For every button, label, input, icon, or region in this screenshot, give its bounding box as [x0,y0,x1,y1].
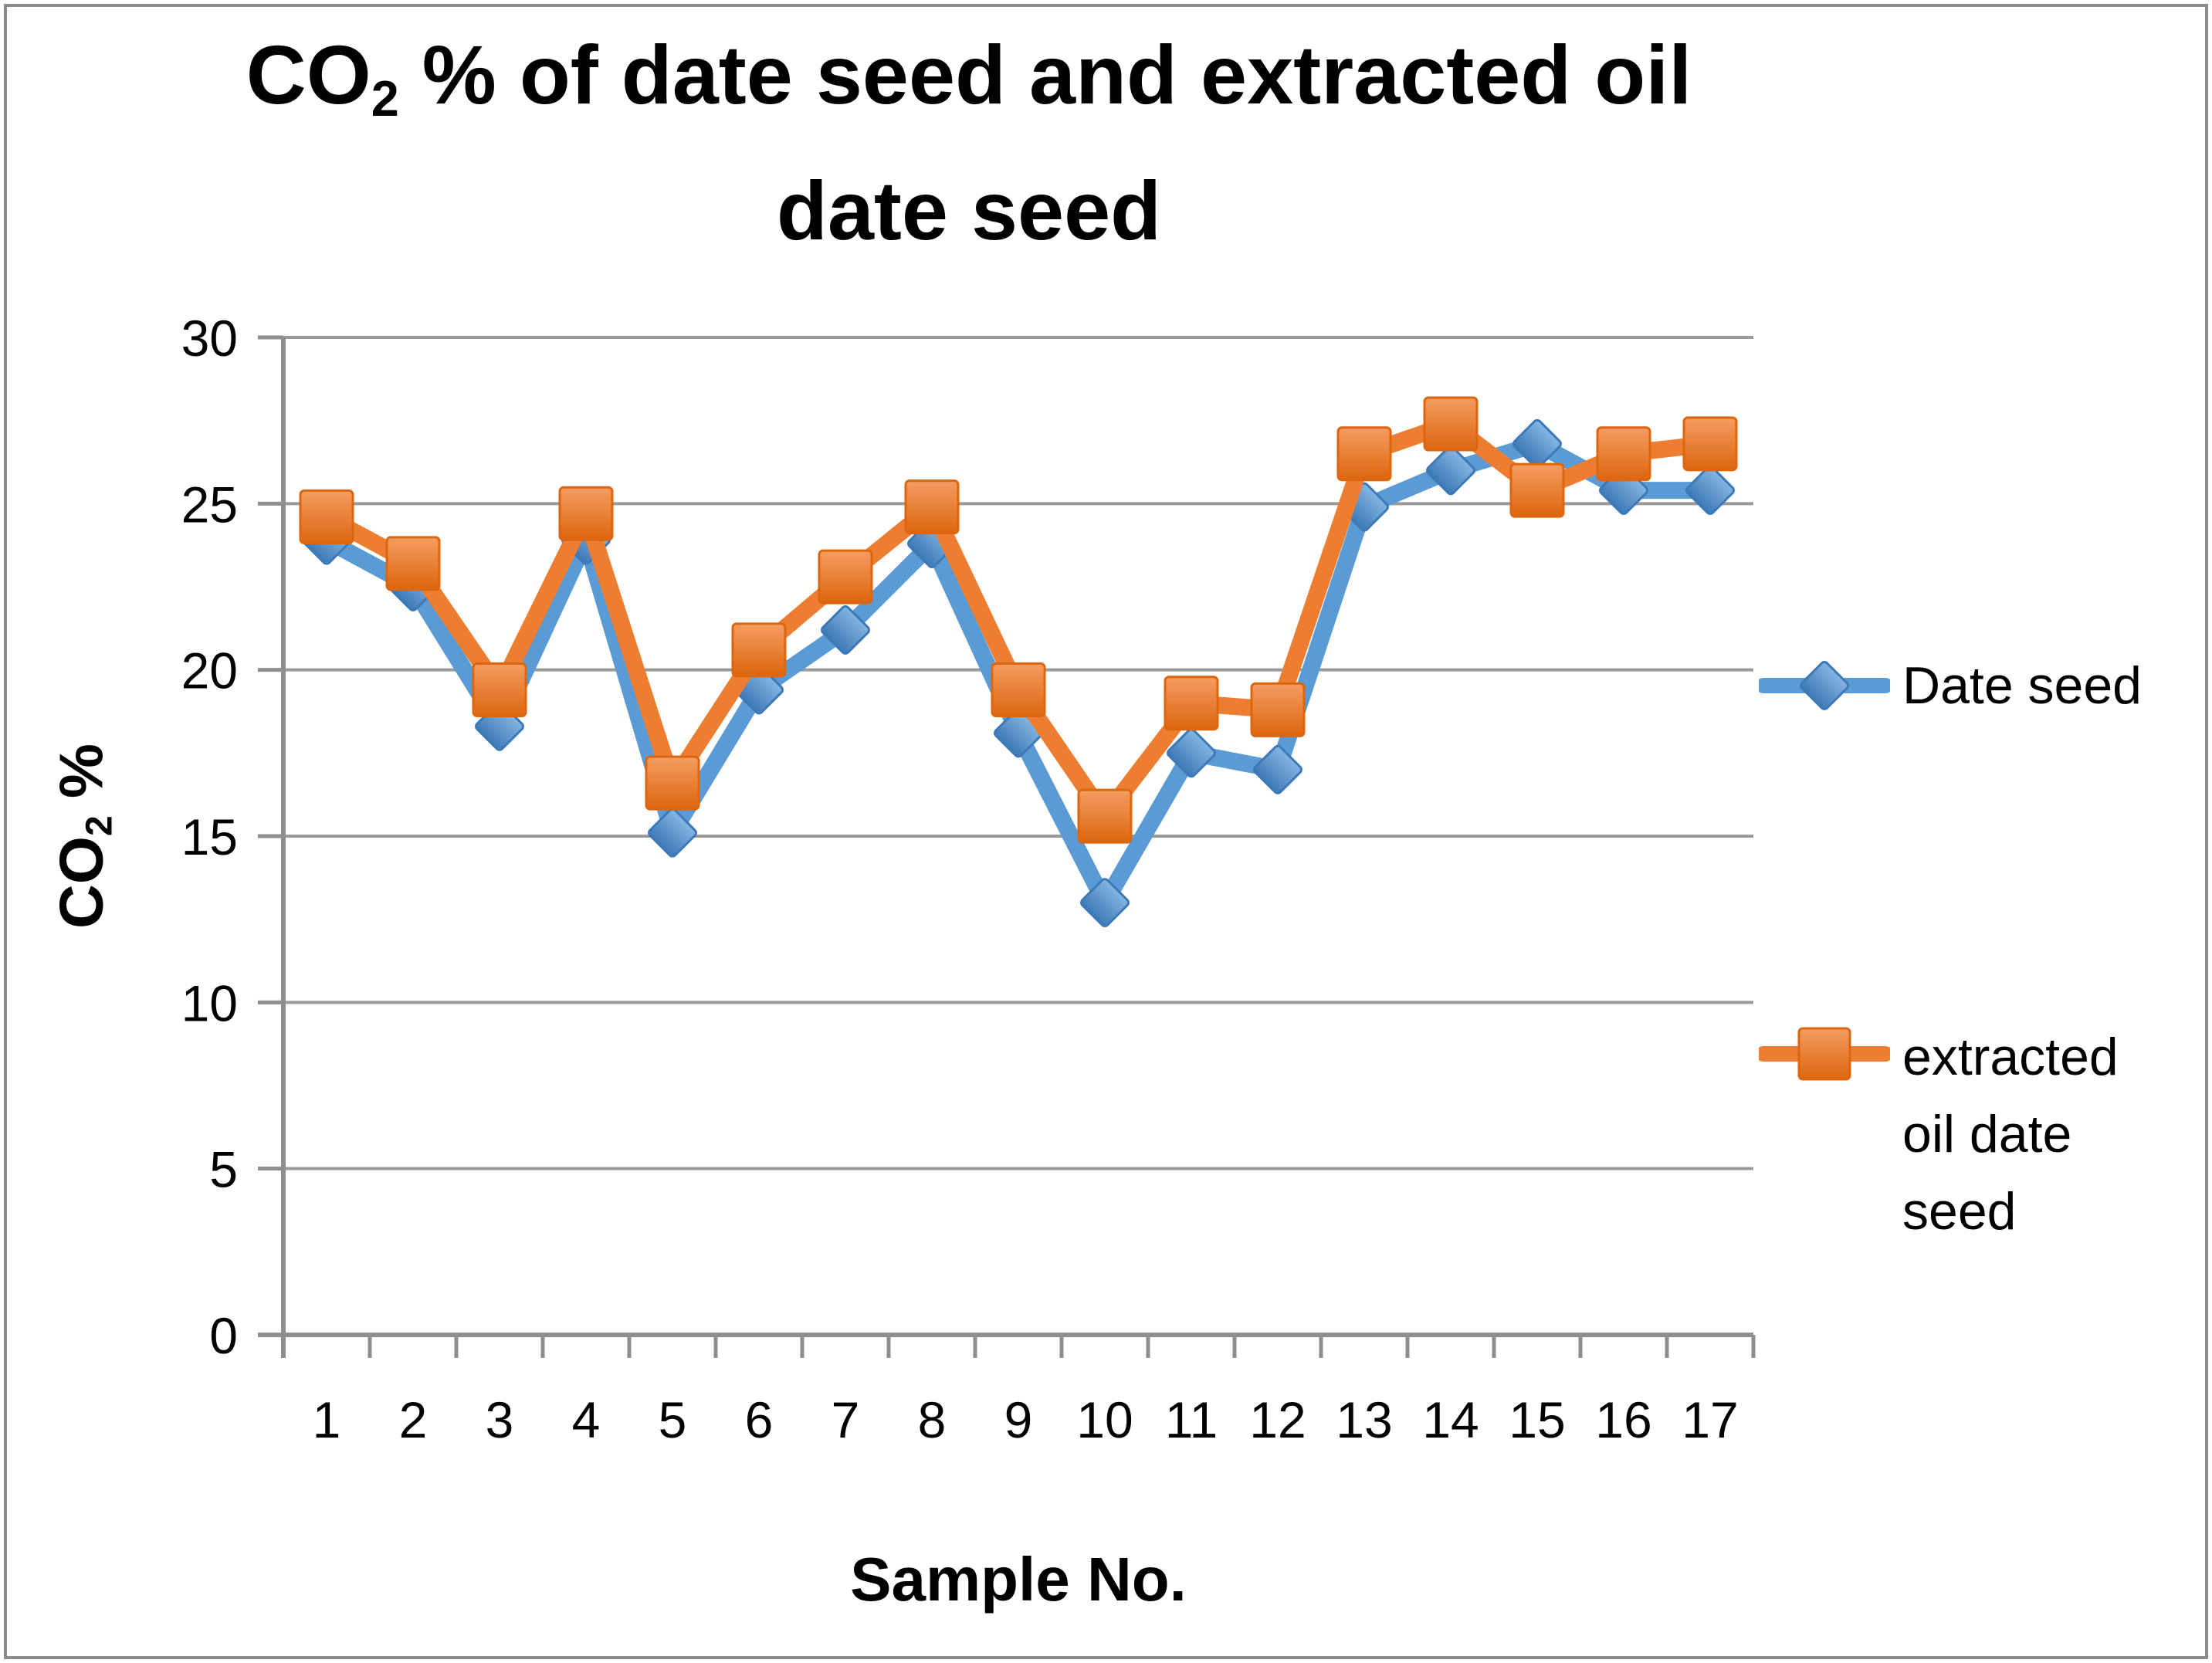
marker-square [1596,426,1651,482]
x-tick-labels: 1 2 3 4 5 6 7 8 9 10 11 12 13 14 15 16 17 [313,1391,1739,1448]
x-axis-title: Sample No. [850,1545,1187,1614]
marker-diamond [1426,445,1475,496]
marker-square [1682,416,1738,472]
chart-border [4,4,2208,1659]
marker-square [1423,396,1479,452]
x-tick-label: 13 [1336,1391,1392,1448]
marker-square [645,755,700,811]
legend-label-extracted-oil: extracted oil date seed [1902,1028,2119,1241]
x-tick-label: 3 [486,1391,514,1448]
marker-square [731,622,787,678]
chart-title-line2: date seed [776,164,1162,258]
x-tick-label: 12 [1249,1391,1306,1448]
y-tick-label: 15 [181,808,238,865]
marker-diamond [1685,466,1735,516]
marker-square [1336,426,1392,482]
legend-entry-date-seed: Date seed [1759,639,2142,732]
legend-entry-extracted-oil: extracted oil date seed [1759,1008,2157,1250]
legend-marker-date-seed [1759,661,1890,710]
x-tick-label: 7 [832,1391,860,1448]
y-tick-label: 10 [181,974,238,1031]
legend-label-date-seed: Date seed [1902,656,2142,715]
x-tick-label: 9 [1004,1391,1033,1448]
legend-marker-extracted-oil [1759,1027,1890,1081]
marker-square [472,662,527,718]
marker-square [818,549,873,605]
marker-diamond [1080,878,1130,928]
y-tick-labels: 0 5 10 15 20 25 30 [181,310,238,1364]
chart-title: CO2 % of date seed and extracted oil dat… [131,19,1807,266]
marker-square [991,662,1046,718]
marker-diamond [1512,418,1562,469]
y-tick-label: 5 [209,1141,238,1198]
y-tick-label: 0 [209,1307,238,1364]
x-tick-label: 17 [1682,1391,1738,1448]
x-tick-label: 10 [1076,1391,1133,1448]
series-1-square [299,396,1738,844]
marker-square [1250,682,1306,737]
x-tick-label: 6 [745,1391,774,1448]
x-tick-label: 15 [1509,1391,1565,1448]
y-tick-label: 25 [181,476,238,533]
y-tick-label: 20 [181,642,238,699]
marker-square [558,486,614,541]
x-tick-label: 16 [1595,1391,1651,1448]
subscript-2: 2 [371,70,399,127]
marker-diamond [821,605,870,655]
marker-square [1164,676,1219,731]
marker-square [1077,788,1133,844]
marker-diamond [648,808,697,858]
marker-diamond [1167,728,1216,778]
x-tick-label: 11 [1165,1391,1218,1448]
legend-marker-diamond [1800,661,1849,710]
x-tick-label: 2 [399,1391,428,1448]
x-tick-label: 1 [313,1391,341,1448]
x-tick-label: 5 [659,1391,687,1448]
axis-lines [258,337,1753,1358]
marker-square [299,489,354,545]
x-tick-label: 8 [918,1391,947,1448]
marker-diamond [1253,744,1302,794]
legend-marker-square [1797,1027,1851,1081]
x-tick-label: 4 [572,1391,601,1448]
marker-square [904,479,960,535]
x-tick-label: 14 [1422,1391,1479,1448]
axis-ticks [258,335,1756,1358]
marker-square [1509,462,1565,518]
marker-square [385,536,441,591]
y-tick-label: 30 [181,310,238,367]
chart-title-line1: CO2 % of date seed and extracted oil [246,28,1692,127]
